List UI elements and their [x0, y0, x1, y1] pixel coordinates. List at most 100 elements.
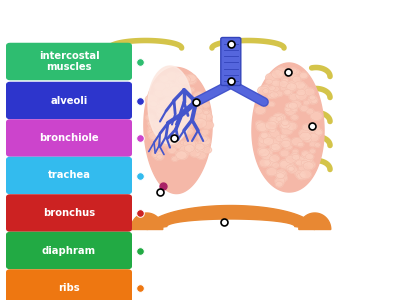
Circle shape	[195, 145, 205, 153]
Circle shape	[175, 142, 183, 148]
Circle shape	[187, 103, 198, 111]
Circle shape	[148, 125, 158, 132]
Circle shape	[272, 163, 279, 168]
Circle shape	[152, 103, 164, 111]
Circle shape	[258, 147, 266, 153]
Circle shape	[282, 78, 289, 83]
Circle shape	[175, 130, 180, 134]
Circle shape	[281, 121, 292, 130]
Circle shape	[166, 83, 172, 88]
Circle shape	[289, 73, 297, 79]
Circle shape	[255, 106, 266, 114]
Circle shape	[290, 68, 297, 74]
Circle shape	[168, 91, 178, 98]
Circle shape	[158, 110, 165, 114]
Circle shape	[276, 114, 286, 122]
Circle shape	[183, 140, 196, 149]
Circle shape	[196, 94, 208, 103]
Circle shape	[262, 133, 271, 140]
Polygon shape	[148, 66, 192, 144]
Circle shape	[177, 119, 186, 126]
Circle shape	[279, 80, 288, 87]
Circle shape	[304, 100, 310, 105]
Circle shape	[301, 160, 308, 165]
Circle shape	[308, 134, 319, 142]
Circle shape	[200, 136, 209, 143]
Circle shape	[170, 86, 179, 93]
FancyBboxPatch shape	[6, 269, 132, 300]
Circle shape	[160, 76, 169, 82]
Circle shape	[266, 168, 277, 176]
Circle shape	[282, 120, 289, 126]
Circle shape	[280, 176, 287, 181]
Circle shape	[302, 151, 309, 157]
Circle shape	[262, 149, 272, 157]
Circle shape	[166, 72, 178, 80]
FancyBboxPatch shape	[221, 38, 241, 86]
Circle shape	[198, 139, 210, 147]
Circle shape	[170, 82, 183, 92]
Circle shape	[270, 92, 278, 98]
Circle shape	[256, 121, 264, 127]
Circle shape	[281, 140, 291, 148]
Circle shape	[292, 108, 298, 112]
Circle shape	[196, 99, 204, 104]
Circle shape	[312, 128, 322, 135]
Circle shape	[306, 154, 314, 160]
Circle shape	[168, 147, 176, 153]
Circle shape	[166, 119, 178, 128]
Circle shape	[266, 74, 276, 81]
Circle shape	[172, 120, 182, 128]
Circle shape	[167, 101, 179, 110]
Circle shape	[310, 112, 322, 121]
Circle shape	[294, 70, 300, 74]
Circle shape	[301, 153, 313, 162]
Circle shape	[270, 128, 276, 133]
Circle shape	[292, 76, 301, 83]
Circle shape	[148, 119, 160, 128]
Circle shape	[146, 114, 155, 121]
Circle shape	[260, 159, 270, 167]
Circle shape	[157, 107, 166, 114]
Circle shape	[300, 132, 311, 141]
Circle shape	[162, 88, 173, 97]
Circle shape	[175, 119, 184, 125]
Circle shape	[182, 105, 193, 113]
Circle shape	[164, 77, 170, 81]
Circle shape	[280, 85, 287, 91]
Circle shape	[157, 154, 163, 159]
Circle shape	[260, 132, 268, 138]
FancyBboxPatch shape	[6, 194, 132, 232]
Circle shape	[202, 103, 209, 108]
Circle shape	[200, 140, 210, 147]
Circle shape	[301, 74, 307, 78]
Circle shape	[184, 128, 193, 134]
Circle shape	[314, 131, 321, 136]
FancyBboxPatch shape	[6, 232, 132, 269]
Circle shape	[282, 77, 287, 82]
Circle shape	[158, 126, 165, 131]
Circle shape	[187, 110, 194, 115]
Polygon shape	[299, 213, 331, 230]
Circle shape	[295, 170, 305, 178]
Circle shape	[190, 149, 200, 157]
Circle shape	[284, 89, 291, 95]
Circle shape	[176, 151, 187, 159]
Circle shape	[311, 123, 318, 128]
Circle shape	[176, 150, 188, 159]
Circle shape	[308, 97, 318, 104]
FancyBboxPatch shape	[6, 119, 132, 157]
Circle shape	[265, 159, 274, 166]
Circle shape	[156, 82, 165, 89]
Circle shape	[297, 173, 306, 180]
Circle shape	[196, 145, 204, 152]
Circle shape	[167, 83, 176, 90]
Circle shape	[148, 129, 155, 135]
Circle shape	[165, 100, 173, 105]
Circle shape	[265, 153, 271, 158]
Circle shape	[294, 81, 305, 89]
Circle shape	[171, 93, 180, 100]
Circle shape	[286, 83, 297, 91]
Circle shape	[272, 117, 281, 124]
Circle shape	[305, 137, 311, 142]
